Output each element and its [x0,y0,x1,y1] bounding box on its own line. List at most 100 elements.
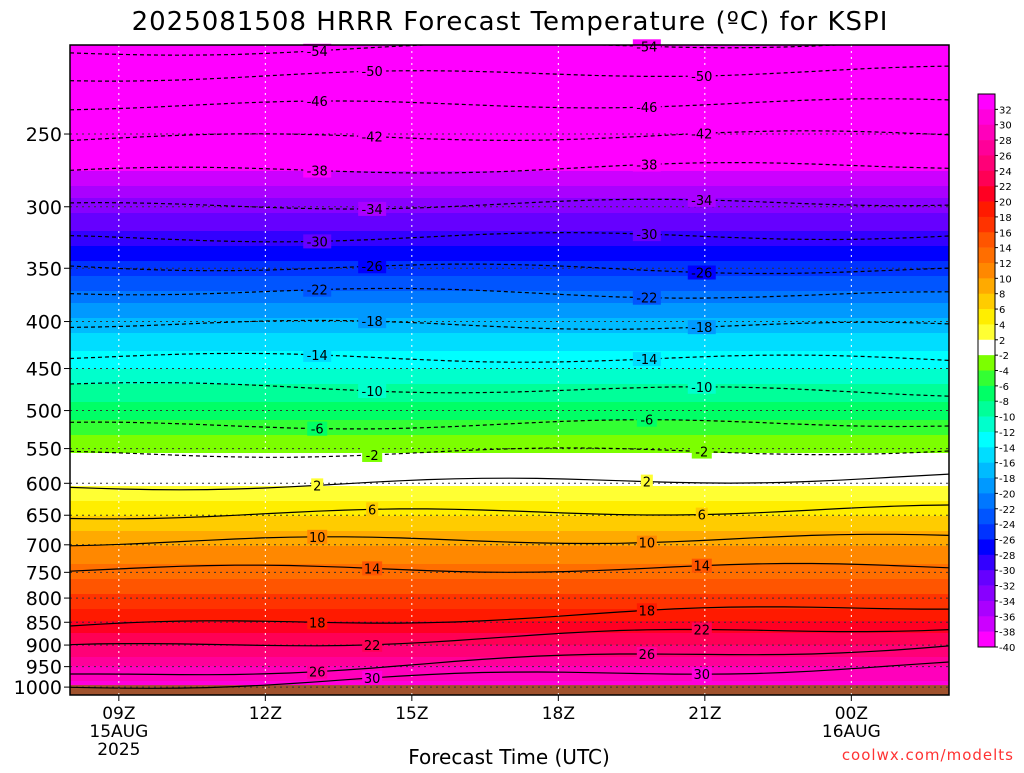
temperature-band [70,339,949,343]
colorbar-label: 6 [999,305,1005,316]
contour-label: 14 [694,560,711,575]
temperature-band [70,369,949,373]
contour-label-bg [358,384,387,399]
temperature-band [70,294,949,298]
temperature-band [70,120,949,124]
contour-label-bg [358,201,387,216]
contour-label-bg [358,259,387,274]
contour-label: -18 [691,321,712,336]
temperature-band [70,582,949,586]
contour-label: -10 [691,381,712,396]
contour-label-bg [687,126,716,141]
contour-label-bg [303,43,332,58]
temperature-band [70,288,949,292]
temperature-band [70,315,949,319]
temperature-band [70,201,949,205]
y-tick-label: 800 [26,588,62,610]
temperature-band [70,312,949,316]
contour-label: 6 [698,509,706,524]
contour-line [70,628,949,647]
colorbar-swatch [978,370,995,387]
temperature-band [70,45,949,49]
colorbar-label: -6 [999,382,1009,393]
contour-line [70,562,949,573]
temperature-band [70,267,949,271]
temperature-band [70,615,949,619]
temperature-band [70,264,949,268]
contour-line [70,533,949,547]
temperature-band [70,426,949,430]
temperature-band [70,441,949,445]
contour-label-bg [695,507,708,522]
colorbar-label: -4 [999,367,1009,378]
temperature-band [70,402,949,406]
temperature-band [70,222,949,226]
contour-label: 26 [309,666,326,681]
contour-label: -6 [640,414,653,429]
temperature-band [70,351,949,355]
temperature-band [70,141,949,145]
contour-label-bg [307,421,328,436]
temperature-band [70,249,949,253]
colorbar-swatch [978,339,995,356]
temperature-band [70,375,949,379]
contour-label-bg [358,64,387,79]
colorbar-label: -20 [999,489,1015,500]
contour-label-bg [640,474,653,489]
temperature-band [70,225,949,229]
temperature-band [70,258,949,262]
y-tick-label: 850 [26,612,62,634]
temperature-band [70,285,949,289]
temperature-band [70,405,949,409]
ground-band [70,685,949,695]
contour-label-bg [303,347,332,362]
x-tick-label: 21Z [688,704,721,724]
colorbar-swatch [978,631,995,648]
temperature-band [70,579,949,583]
colorbar-swatch [978,416,995,433]
contour-label: -38 [636,158,657,173]
temperature-band [70,318,949,322]
temperature-band [70,231,949,235]
temperature-band [70,297,949,301]
temperature-band [70,459,949,463]
temperature-band [70,576,949,580]
temperature-band [70,378,949,382]
temperature-band [70,210,949,214]
contour-label-bg [358,129,387,144]
temperature-band [70,60,949,64]
colorbar-swatch [978,201,995,218]
temperature-band [70,345,949,349]
contour-label: -2 [366,449,379,464]
contour-lines [70,45,949,689]
x-tick-label: 18Z [542,704,575,724]
grid-lines [70,45,949,695]
colorbar-label: -22 [999,505,1015,516]
temperature-band [70,54,949,58]
colorbar-swatch [978,462,995,479]
contour-label: -34 [362,203,383,218]
contour-label: -34 [691,194,712,209]
temperature-band [70,492,949,496]
contour-label-bg [632,157,661,172]
colorbar-label: -14 [999,443,1015,454]
colorbar-label: 14 [999,244,1012,255]
colorbar-label: 16 [999,228,1012,239]
colorbar-label: -10 [999,413,1015,424]
colorbar-label: 10 [999,274,1012,285]
contour-label: -42 [691,127,712,142]
temperature-band [70,444,949,448]
colorbar-swatch [978,278,995,294]
contour-label-bg [362,447,383,462]
temperature-band [70,189,949,193]
colorbar-label: -34 [999,597,1015,608]
temperature-band [70,585,949,589]
temperature-band [70,483,949,487]
temperature-band [70,495,949,499]
colorbar-label: 8 [999,290,1005,301]
temperature-band [70,537,949,541]
colorbar-label: 28 [999,136,1012,147]
temperature-band [70,366,949,370]
temperature-band [70,273,949,277]
